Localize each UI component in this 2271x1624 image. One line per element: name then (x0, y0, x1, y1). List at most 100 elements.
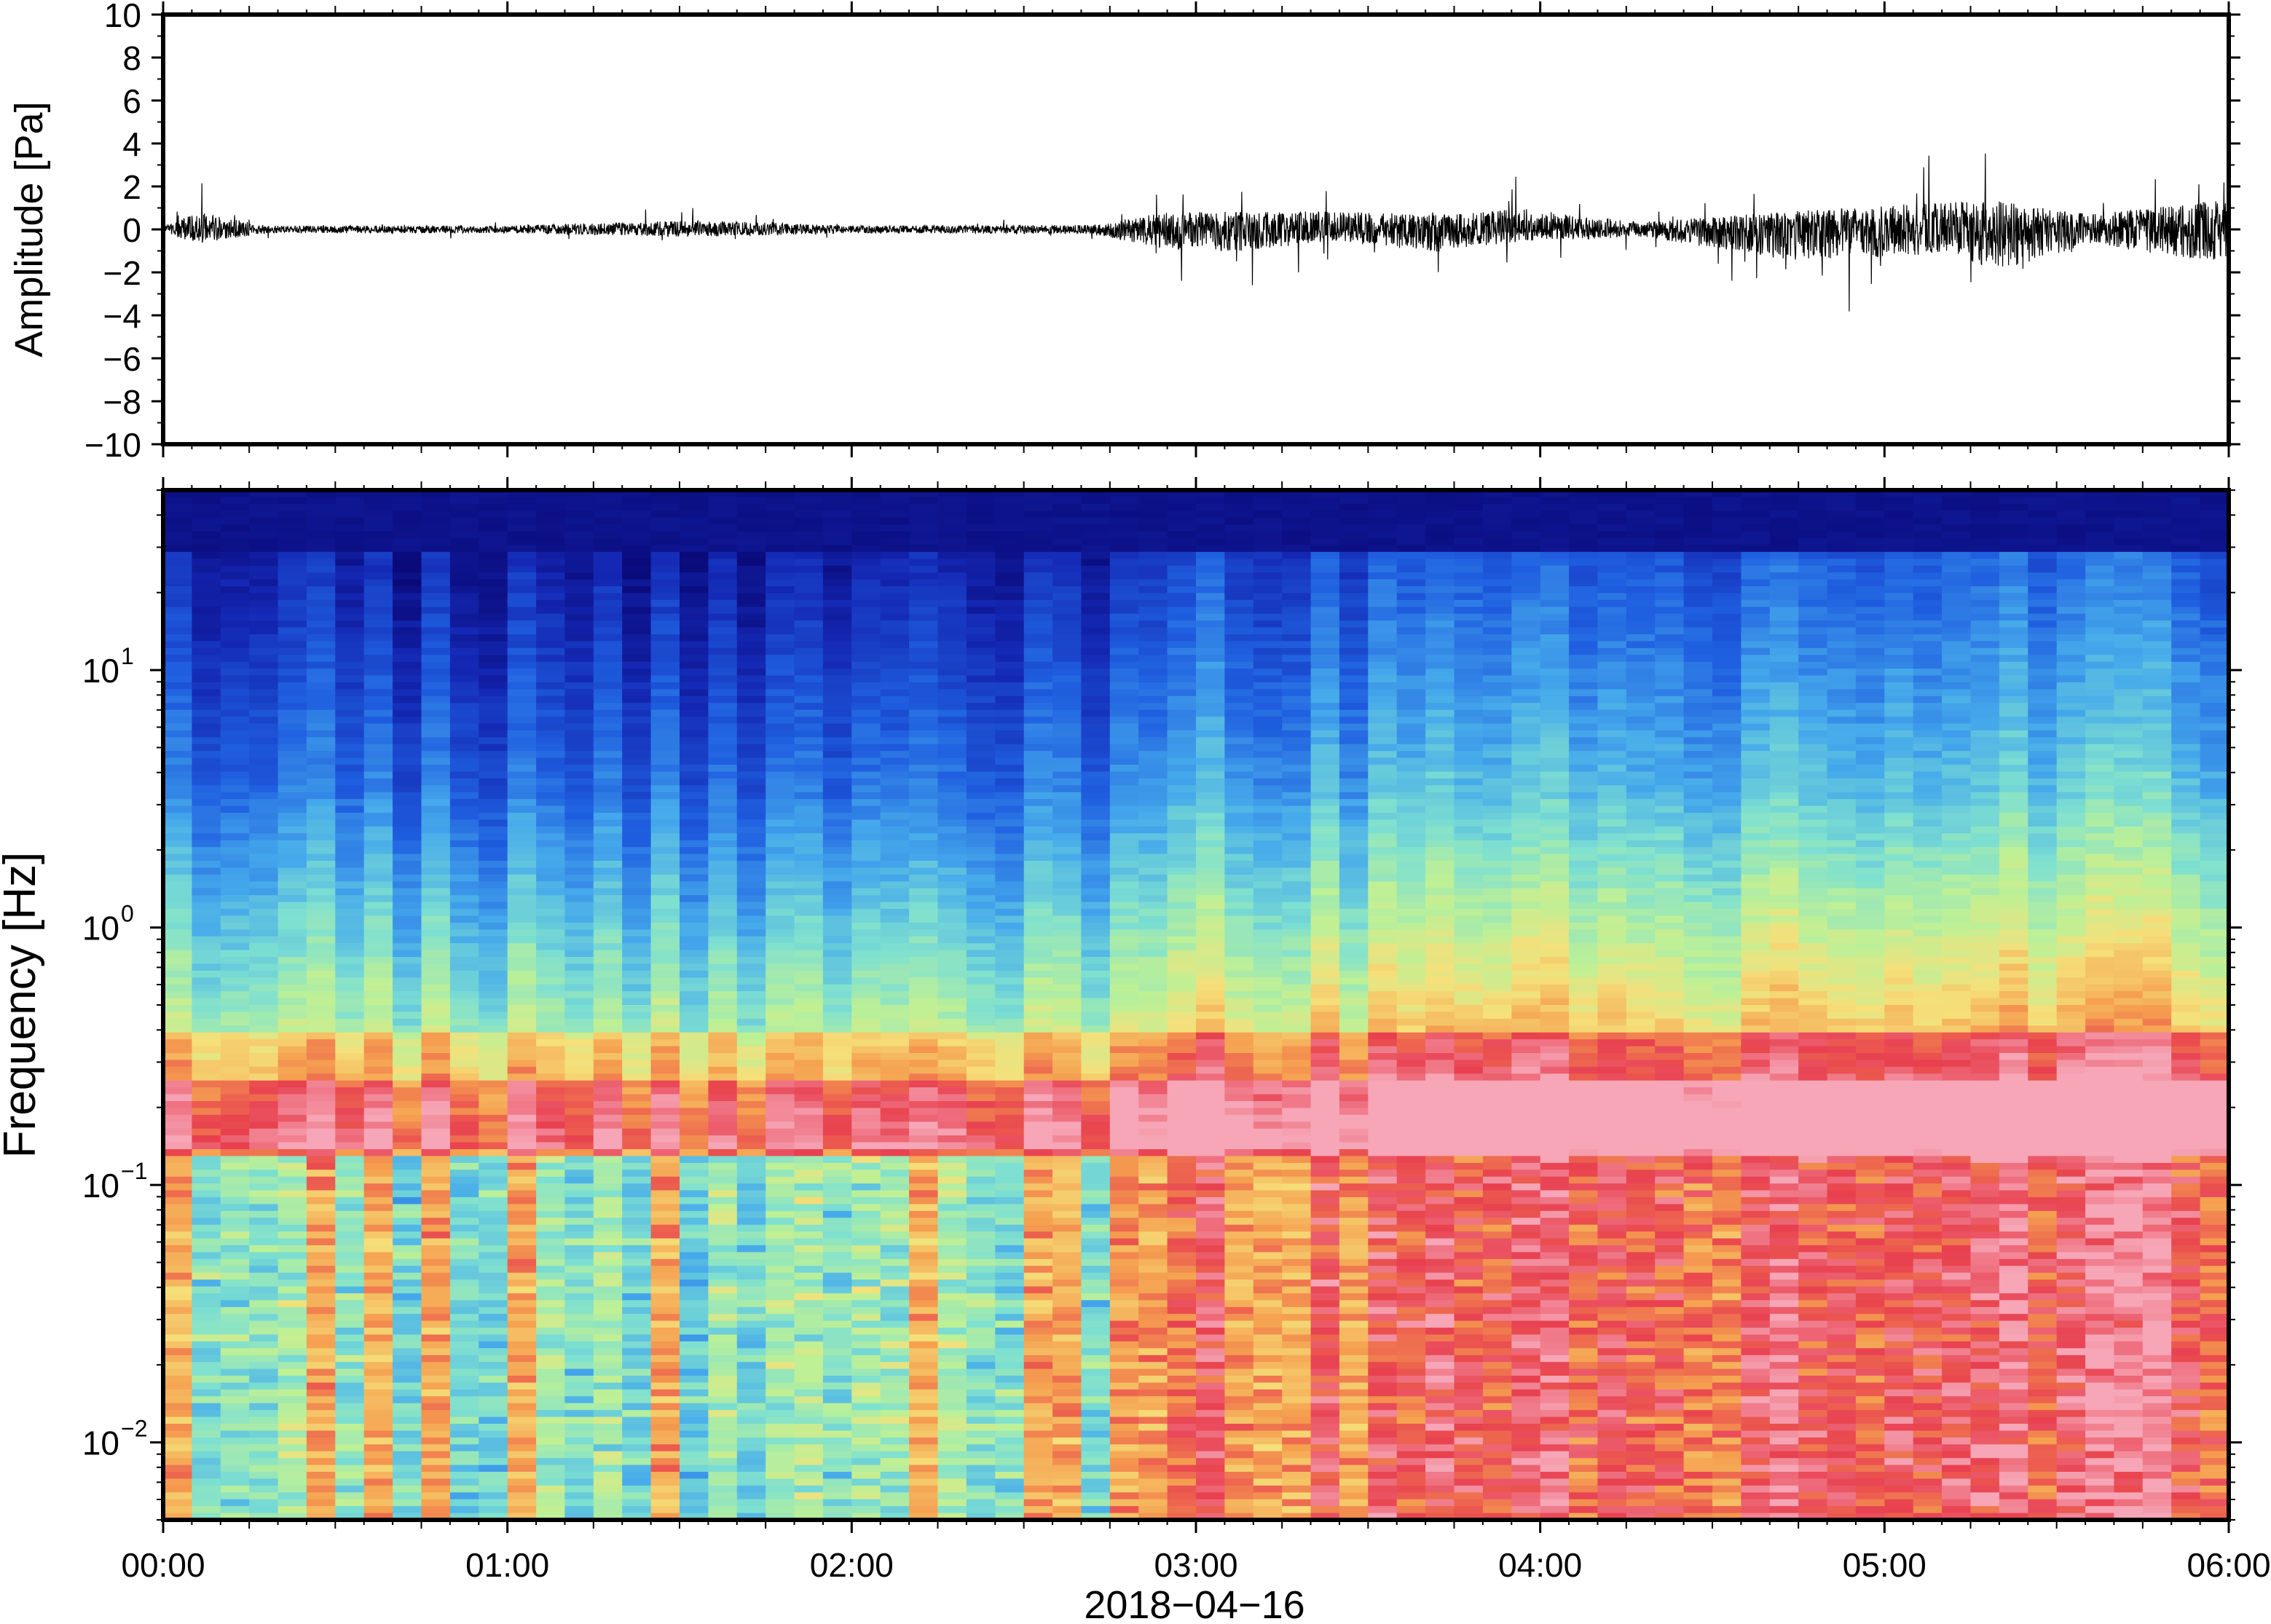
spectrogram-cell (622, 922, 652, 931)
spectrogram-cell (765, 1382, 795, 1390)
spectrogram-cell (708, 771, 738, 779)
spectrogram-cell (220, 1499, 251, 1507)
spectrogram-cell (765, 1218, 795, 1226)
spectrogram-cell (163, 1513, 193, 1520)
spectrogram-cell (393, 1320, 422, 1328)
spectrogram-cell (851, 1190, 881, 1198)
spectrogram-cell (909, 1135, 939, 1143)
spectrogram-cell (650, 902, 680, 910)
spectrogram-cell (765, 785, 795, 793)
spectrogram-cell (306, 1403, 336, 1411)
spectrogram-cell (192, 627, 221, 635)
spectrogram-cell (479, 1156, 508, 1164)
spectrogram-cell (680, 730, 709, 738)
spectrogram-cell (536, 1320, 566, 1328)
spectrogram-cell (421, 1128, 451, 1137)
spectrogram-cell (736, 1149, 767, 1157)
spectrogram-cell (822, 1334, 853, 1342)
spectrogram-cell (479, 565, 508, 574)
spectrogram-cell (822, 1472, 853, 1480)
spectrogram-cell (479, 819, 508, 827)
spectrogram-cell (449, 1437, 480, 1446)
spectrogram-cell (335, 1128, 365, 1137)
spectrogram-cell (593, 1218, 623, 1226)
spectrogram-cell (421, 1389, 451, 1398)
spectrogram-cell (593, 819, 623, 827)
spectrogram-cell (479, 1073, 508, 1081)
spectrogram-cell (278, 1444, 307, 1452)
spectrogram-cell (880, 1210, 910, 1219)
spectrogram-cell (765, 751, 795, 759)
spectrogram-cell (650, 922, 680, 931)
spectrogram-cell (622, 559, 652, 567)
spectrogram-cell (1052, 655, 1082, 663)
spectrogram-cell (479, 888, 508, 896)
spectrogram-cell (680, 1328, 709, 1336)
spectrogram-cell (192, 524, 221, 532)
spectrogram-cell (449, 1101, 480, 1109)
spectrogram-cell (220, 1506, 251, 1514)
spectrogram-cell (249, 1135, 279, 1143)
spectrogram-cell (507, 613, 538, 622)
spectrogram-cell (507, 771, 538, 779)
spectrogram-cell (966, 1368, 996, 1376)
spectrogram-cell (306, 1122, 336, 1130)
spectrogram-cell (708, 757, 738, 765)
spectrogram-cell (822, 1444, 853, 1452)
spectrogram-cell (650, 517, 680, 526)
spectrogram-cell (966, 1485, 996, 1494)
spectrogram-cell (680, 1506, 709, 1514)
spectrogram-cell (765, 1403, 795, 1411)
spectrogram-cell (564, 874, 594, 883)
spectrogram-cell (536, 1306, 566, 1315)
spectrogram-cell (536, 531, 566, 539)
spectrogram-cell (249, 669, 279, 677)
spectrogram-cell (393, 1458, 422, 1466)
spectrogram-cell (622, 1485, 652, 1494)
spectrogram-cell (909, 655, 939, 663)
spectrogram-cell (449, 1485, 480, 1494)
spectrogram-cell (765, 1465, 795, 1473)
spectrogram-cell (995, 1224, 1025, 1233)
spectrogram-cell (708, 647, 738, 656)
spectrogram-cell (363, 970, 394, 979)
spectrogram-cell (995, 751, 1025, 759)
spectrogram-cell (909, 1080, 939, 1089)
spectrogram-cell (880, 1005, 910, 1013)
spectrogram-cell (708, 1066, 738, 1075)
spectrogram-cell (278, 669, 307, 677)
waveform-y-tick-label: 4 (122, 125, 141, 163)
spectrogram-cell (306, 1245, 336, 1253)
spectrogram-cell (335, 1341, 365, 1349)
spectrogram-cell (421, 1478, 451, 1486)
spectrogram-cell (220, 1376, 251, 1384)
spectrogram-cell (708, 1416, 738, 1424)
spectrogram-cell (794, 902, 824, 910)
spectrogram-cell (593, 922, 623, 931)
spectrogram-cell (909, 517, 939, 526)
spectrogram-cell (335, 888, 365, 896)
spectrogram-cell (909, 1087, 939, 1095)
spectrogram-cell (564, 757, 594, 765)
spectrogram-cell (479, 1513, 508, 1520)
spectrogram-cell (794, 1176, 824, 1185)
spectrogram-cell (593, 695, 623, 704)
spectrogram-cell (880, 1444, 910, 1452)
spectrogram-cell (650, 1149, 680, 1157)
spectrogram-cell (909, 1176, 939, 1185)
spectrogram-cell (909, 593, 939, 601)
spectrogram-cell (306, 669, 336, 677)
spectrogram-cell (622, 647, 652, 656)
spectrogram-cell (680, 1135, 709, 1143)
spectrogram-cell (220, 1231, 251, 1239)
spectrogram-cell (1023, 963, 1054, 971)
spectrogram-cell (708, 826, 738, 835)
spectrogram-cell (1052, 991, 1082, 999)
spectrogram-cell (937, 1128, 967, 1137)
spectrogram-cell (909, 607, 939, 615)
spectrogram-cell (220, 717, 251, 725)
spectrogram-cell (163, 1424, 193, 1432)
spectrogram-cell (479, 1087, 508, 1095)
spectrogram-cell (708, 627, 738, 635)
spectrogram-cell (363, 847, 394, 855)
